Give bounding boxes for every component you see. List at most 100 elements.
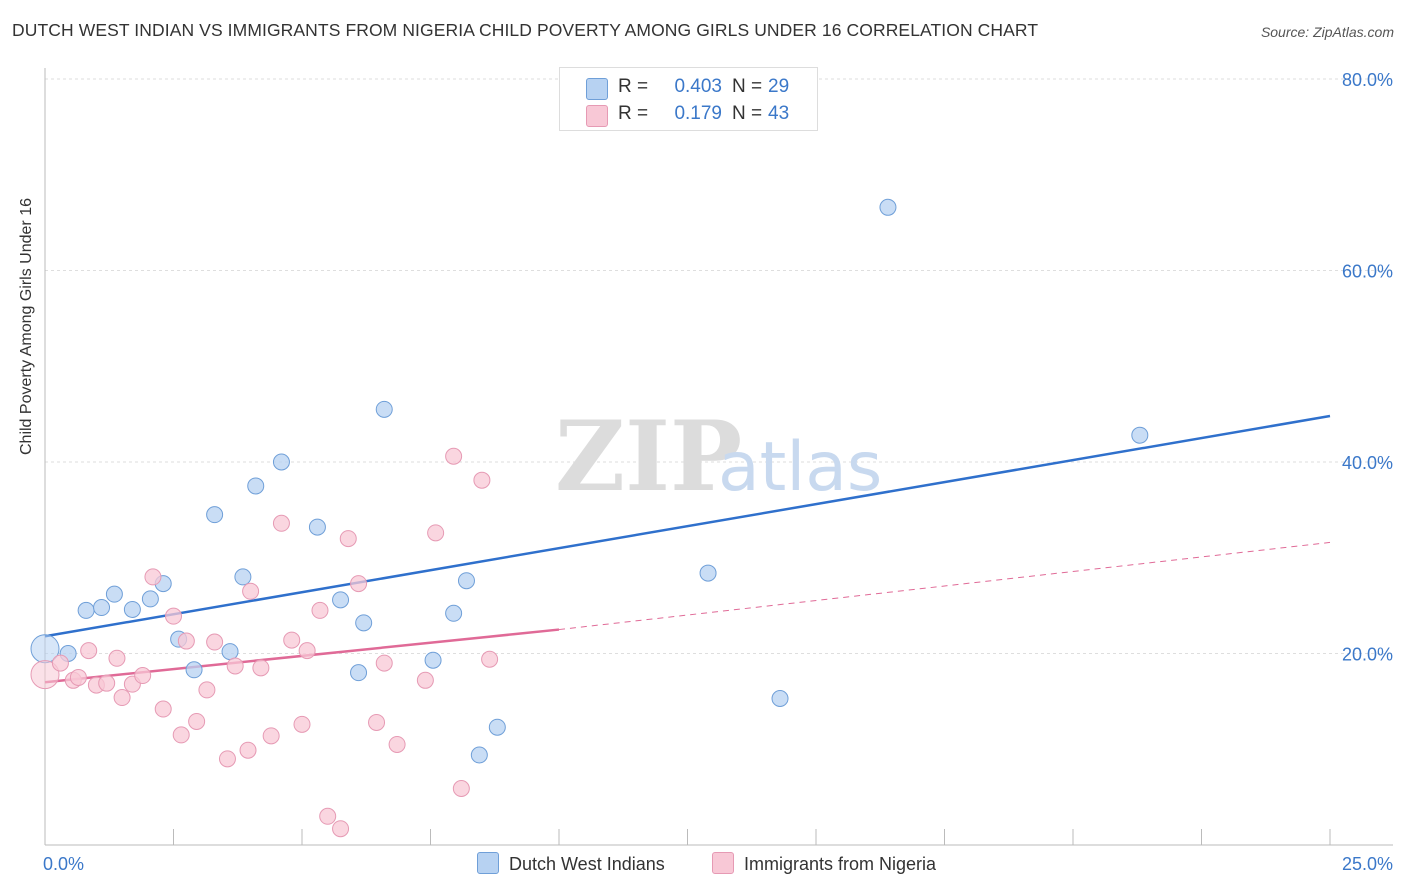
point-immigrants-from-nigeria	[319, 807, 337, 825]
n-label: N =	[732, 103, 763, 124]
point-dutch-west-indians	[185, 661, 203, 679]
legend-stats: R = 0.403 N = 29 R = 0.179 N = 43	[559, 67, 818, 131]
point-dutch-west-indians	[272, 453, 290, 471]
point-immigrants-from-nigeria	[206, 633, 224, 651]
point-immigrants-from-nigeria	[272, 514, 290, 532]
point-dutch-west-indians	[375, 400, 393, 418]
y-tick-label: 40.0%	[1342, 453, 1393, 473]
point-dutch-west-indians	[350, 664, 368, 682]
data-points	[30, 198, 1149, 838]
point-dutch-west-indians	[234, 568, 252, 586]
point-dutch-west-indians	[93, 599, 111, 617]
point-immigrants-from-nigeria	[332, 820, 350, 838]
point-immigrants-from-nigeria	[98, 674, 116, 692]
legend-item-immigrants-from-nigeria: Immigrants from Nigeria	[712, 852, 936, 875]
n-value: 43	[768, 103, 790, 124]
y-tick-label: 80.0%	[1342, 70, 1393, 90]
point-immigrants-from-nigeria	[242, 582, 260, 600]
point-immigrants-from-nigeria	[350, 575, 368, 593]
point-immigrants-from-nigeria	[445, 447, 463, 465]
point-immigrants-from-nigeria	[80, 642, 98, 660]
point-dutch-west-indians	[308, 518, 326, 536]
point-dutch-west-indians	[332, 591, 350, 609]
y-tick-label: 60.0%	[1342, 262, 1393, 282]
point-immigrants-from-nigeria	[311, 601, 329, 619]
point-immigrants-from-nigeria	[108, 649, 126, 667]
legend-swatch-pink	[586, 105, 608, 127]
r-label: R =	[618, 103, 649, 124]
point-dutch-west-indians	[445, 604, 463, 622]
point-immigrants-from-nigeria	[172, 726, 190, 744]
tick-labels: 20.0% 40.0% 60.0% 80.0% 0.0% 25.0%	[43, 70, 1393, 874]
point-immigrants-from-nigeria	[473, 471, 491, 489]
point-immigrants-from-nigeria	[262, 727, 280, 745]
grid-lines	[45, 78, 1393, 654]
point-dutch-west-indians	[699, 564, 717, 582]
watermark-atlas: atlas	[718, 428, 882, 507]
point-immigrants-from-nigeria	[298, 642, 316, 660]
legend-label: Immigrants from Nigeria	[744, 854, 937, 874]
watermark-zip: ZIP	[555, 400, 742, 513]
legend-swatch-pink	[712, 852, 734, 874]
n-value: 29	[768, 76, 790, 97]
r-value: 0.179	[674, 103, 722, 124]
legend-label: Dutch West Indians	[509, 854, 665, 874]
point-immigrants-from-nigeria	[144, 568, 162, 586]
legend-item-dutch-west-indians: Dutch West Indians	[477, 852, 665, 875]
point-immigrants-from-nigeria	[427, 524, 445, 542]
point-immigrants-from-nigeria	[165, 607, 182, 625]
point-immigrants-from-nigeria	[239, 741, 257, 759]
point-dutch-west-indians	[1131, 426, 1149, 444]
point-dutch-west-indians	[206, 506, 224, 524]
legend-swatch-blue	[586, 78, 608, 100]
r-value: 0.403	[674, 76, 722, 97]
point-dutch-west-indians	[488, 718, 506, 736]
point-dutch-west-indians	[141, 590, 159, 608]
point-immigrants-from-nigeria	[452, 780, 470, 798]
point-dutch-west-indians	[457, 572, 475, 590]
legend-swatch-blue	[477, 852, 499, 874]
point-immigrants-from-nigeria	[226, 657, 244, 675]
source-note: Source: ZipAtlas.com	[1260, 24, 1394, 40]
x-tick-label-min: 0.0%	[43, 854, 84, 874]
x-tick-label-max: 25.0%	[1342, 854, 1393, 874]
chart-title: DUTCH WEST INDIAN VS IMMIGRANTS FROM NIG…	[12, 20, 1039, 40]
watermark: ZIP atlas	[555, 400, 882, 513]
point-dutch-west-indians	[879, 198, 897, 216]
point-immigrants-from-nigeria	[51, 654, 69, 672]
point-immigrants-from-nigeria	[293, 715, 311, 733]
point-immigrants-from-nigeria	[188, 712, 206, 730]
point-dutch-west-indians	[470, 746, 488, 764]
point-immigrants-from-nigeria	[177, 632, 195, 650]
point-immigrants-from-nigeria	[252, 659, 270, 677]
n-label: N =	[732, 76, 763, 97]
point-dutch-west-indians	[424, 651, 442, 669]
point-immigrants-from-nigeria	[218, 750, 236, 768]
trend-line-dutch-west-indians	[44, 414, 1331, 638]
y-axis-label: Child Poverty Among Girls Under 16	[18, 198, 35, 455]
point-immigrants-from-nigeria	[416, 671, 434, 689]
point-immigrants-from-nigeria	[198, 681, 216, 699]
point-dutch-west-indians	[77, 601, 95, 619]
point-dutch-west-indians	[105, 585, 123, 603]
point-immigrants-from-nigeria	[30, 660, 60, 690]
y-tick-label: 20.0%	[1342, 645, 1393, 665]
point-immigrants-from-nigeria	[339, 530, 357, 548]
point-immigrants-from-nigeria	[134, 667, 152, 685]
point-dutch-west-indians	[221, 643, 239, 661]
point-immigrants-from-nigeria	[481, 650, 499, 668]
point-dutch-west-indians	[771, 690, 789, 708]
point-dutch-west-indians	[123, 600, 141, 618]
point-immigrants-from-nigeria	[368, 713, 386, 731]
point-immigrants-from-nigeria	[388, 735, 406, 753]
point-immigrants-from-nigeria	[283, 631, 301, 649]
r-label: R =	[618, 76, 649, 97]
point-immigrants-from-nigeria	[154, 700, 172, 718]
axes	[44, 68, 1393, 846]
trend-extension-immigrants-from-nigeria	[558, 541, 1331, 631]
point-immigrants-from-nigeria	[69, 668, 87, 686]
point-immigrants-from-nigeria	[375, 654, 393, 672]
point-immigrants-from-nigeria	[113, 689, 131, 707]
point-dutch-west-indians	[355, 614, 373, 632]
